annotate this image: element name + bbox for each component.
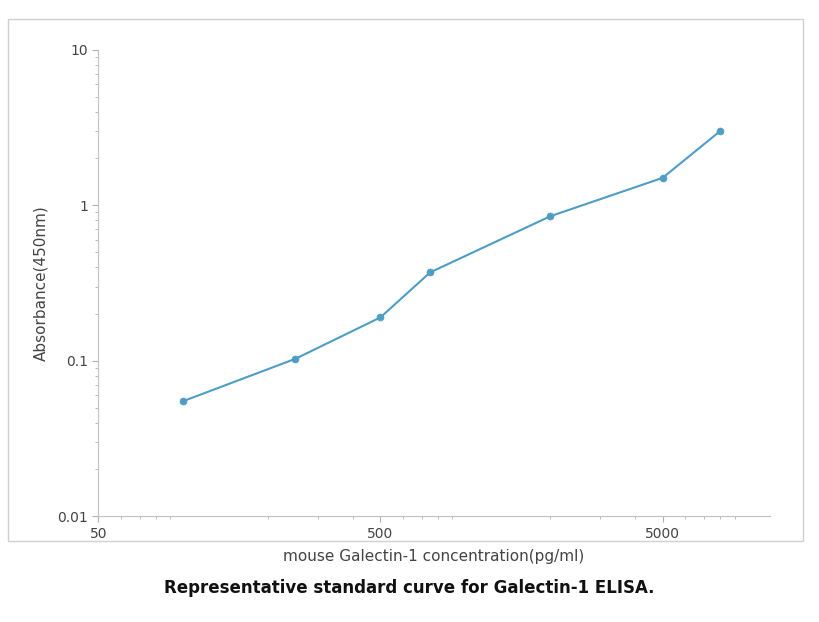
X-axis label: mouse Galectin-1 concentration(pg/ml): mouse Galectin-1 concentration(pg/ml) (283, 549, 585, 564)
Y-axis label: Absorbance(450nm): Absorbance(450nm) (34, 205, 49, 361)
Text: Representative standard curve for Galectin-1 ELISA.: Representative standard curve for Galect… (165, 579, 654, 596)
